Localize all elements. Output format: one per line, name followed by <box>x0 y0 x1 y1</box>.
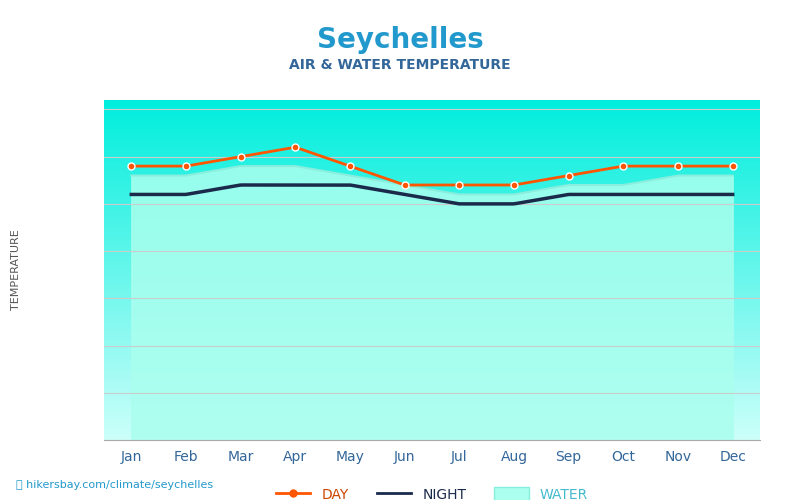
Text: AIR & WATER TEMPERATURE: AIR & WATER TEMPERATURE <box>289 58 511 72</box>
Text: TEMPERATURE: TEMPERATURE <box>11 230 21 310</box>
Text: Seychelles: Seychelles <box>317 26 483 54</box>
Text: 🌐 hikersbay.com/climate/seychelles: 🌐 hikersbay.com/climate/seychelles <box>16 480 213 490</box>
Legend: DAY, NIGHT, WATER: DAY, NIGHT, WATER <box>270 482 594 500</box>
